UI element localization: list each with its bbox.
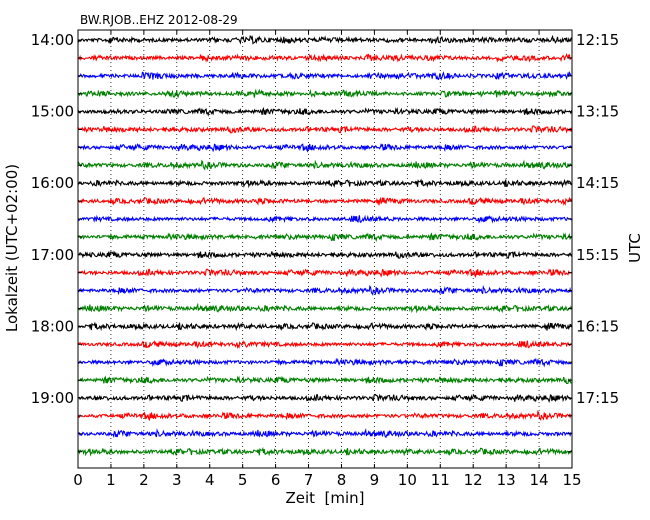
- trace-line: [77, 357, 572, 368]
- x-tick-label: 10: [398, 471, 417, 489]
- y-tick-label-left: 15:00: [31, 103, 74, 121]
- trace-line: [77, 321, 573, 332]
- trace-line: [77, 88, 572, 99]
- trace-line: [77, 214, 572, 224]
- x-tick-label: 2: [139, 471, 149, 489]
- y-tick-label-right: 15:15: [576, 246, 619, 264]
- y-tick-label-left: 16:00: [31, 174, 74, 192]
- trace-line: [77, 375, 572, 385]
- trace-line: [77, 142, 573, 153]
- y-tick-label-left: 18:00: [31, 317, 74, 335]
- trace-line: [77, 250, 573, 260]
- trace-line: [77, 71, 572, 81]
- y-tick-label-left: 19:00: [31, 389, 74, 407]
- y-axis-right-label: UTC: [626, 233, 644, 263]
- trace-line: [77, 427, 572, 439]
- trace-line: [77, 410, 572, 422]
- y-axis-right-ticks: 12:15 13:15 14:15 15:15 16:15 17:15: [568, 31, 619, 453]
- y-axis-left-label: Lokalzeit (UTC+02:00): [3, 164, 21, 332]
- trace-line: [77, 159, 573, 171]
- x-tick-label: 8: [337, 471, 347, 489]
- y-tick-label-right: 16:15: [576, 317, 619, 335]
- trace-line: [77, 196, 573, 206]
- trace-line: [77, 393, 572, 404]
- x-tick-label: 15: [562, 471, 581, 489]
- trace-line: [77, 302, 573, 314]
- y-tick-label-right: 12:15: [576, 31, 619, 49]
- chart-title: BW.RJOB..EHZ 2012-08-29: [80, 13, 238, 27]
- x-tick-label: 12: [464, 471, 483, 489]
- x-tick-label: 9: [370, 471, 380, 489]
- x-tick-label: 5: [238, 471, 248, 489]
- x-axis-label: Zeit [min]: [285, 489, 364, 507]
- y-tick-label-left: 17:00: [31, 246, 74, 264]
- y-tick-label-left: 14:00: [31, 31, 74, 49]
- trace-line: [77, 284, 572, 296]
- y-tick-label-right: 14:15: [576, 174, 619, 192]
- trace-line: [77, 34, 572, 45]
- trace-line: [77, 53, 572, 63]
- trace-line: [77, 125, 573, 134]
- x-axis-ticks: 0 1 2 3 4 5 6 7 8 9 10 11 12 13 14 15: [73, 30, 582, 489]
- y-tick-label-right: 17:15: [576, 389, 619, 407]
- y-axis-left-ticks: 14:00 15:00 16:00 17:00 18:00 19:00: [31, 31, 82, 453]
- x-tick-label: 0: [73, 471, 83, 489]
- trace-line: [77, 446, 572, 457]
- trace-line: [77, 178, 572, 189]
- trace-line: [77, 107, 573, 117]
- x-tick-label: 4: [205, 471, 215, 489]
- trace-line: [77, 268, 572, 279]
- x-tick-label: 6: [271, 471, 281, 489]
- x-tick-label: 11: [431, 471, 450, 489]
- x-tick-label: 14: [530, 471, 549, 489]
- trace-line: [77, 339, 572, 350]
- y-tick-label-right: 13:15: [576, 103, 619, 121]
- x-tick-label: 13: [497, 471, 516, 489]
- x-tick-label: 1: [106, 471, 116, 489]
- plot-frame: [77, 29, 573, 469]
- trace-group: [77, 34, 573, 457]
- x-tick-label: 7: [304, 471, 314, 489]
- trace-line: [77, 232, 573, 243]
- x-tick-label: 3: [172, 471, 182, 489]
